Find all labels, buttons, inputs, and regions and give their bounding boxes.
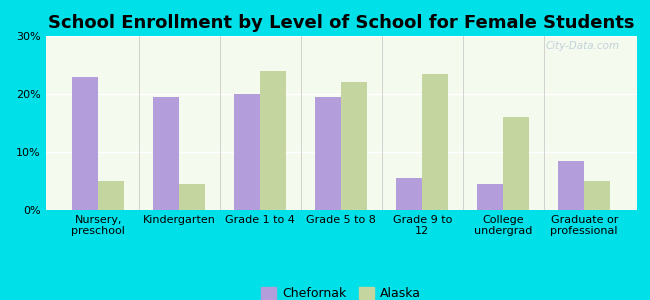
Bar	[503, 117, 529, 210]
Bar	[422, 74, 448, 210]
Bar	[153, 97, 179, 210]
Legend: Chefornak, Alaska: Chefornak, Alaska	[256, 282, 426, 300]
Bar	[396, 178, 422, 210]
Bar	[72, 76, 98, 210]
Bar	[98, 181, 124, 210]
Bar	[235, 94, 260, 210]
Bar	[341, 82, 367, 210]
Bar	[315, 97, 341, 210]
Bar	[584, 181, 610, 210]
Bar	[260, 71, 286, 210]
Bar	[477, 184, 503, 210]
Bar	[558, 161, 584, 210]
Text: City-Data.com: City-Data.com	[545, 41, 619, 51]
Title: School Enrollment by Level of School for Female Students: School Enrollment by Level of School for…	[48, 14, 634, 32]
Bar	[179, 184, 205, 210]
